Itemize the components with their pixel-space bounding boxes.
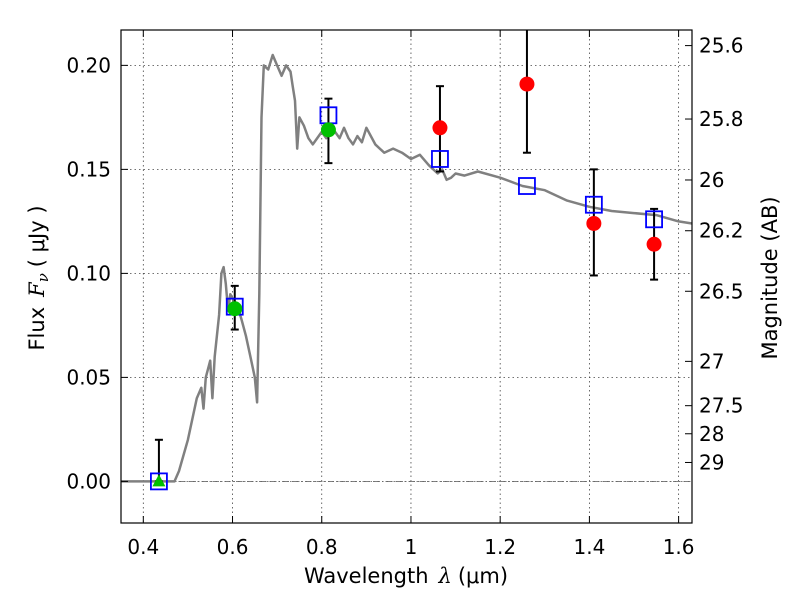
- data-markers: [150, 76, 663, 491]
- model-point-square: [150, 472, 168, 491]
- y-tick-label: 0.00: [66, 469, 111, 493]
- magnitude-tick-label: 25.6: [699, 34, 744, 58]
- y-tick-label: 0.10: [66, 261, 111, 285]
- detection-point: [646, 236, 662, 252]
- detection-point: [227, 301, 243, 317]
- x-tick-label: 0.4: [127, 535, 159, 559]
- y-tick-label: 0.20: [66, 53, 111, 77]
- x-tick-label: 1.2: [484, 535, 516, 559]
- detection-point: [586, 215, 602, 231]
- model-point-square: [645, 210, 663, 229]
- plot-frame: [120, 29, 693, 524]
- magnitude-tick-label: 27.5: [699, 394, 744, 418]
- spectrum-line: [121, 53, 693, 483]
- magnitude-tick-label: 26.5: [699, 279, 744, 303]
- x-ticks: 0.4 0.6 0.8 1 1.2 1.4 1.6: [127, 30, 695, 559]
- magnitude-axis-title: Magnitude (AB): [758, 196, 782, 359]
- magnitude-tick-label: 29: [699, 450, 724, 474]
- x-axis-title: Wavelength λ (μm): [304, 564, 508, 588]
- model-spectrum: [121, 53, 693, 483]
- grid: [121, 30, 692, 523]
- model-point-square: [584, 195, 603, 214]
- x-tick-label: 1: [405, 535, 418, 559]
- y-axis-title: FluxFν( μJy ): [25, 205, 52, 350]
- magnitude-tick-label: 28: [699, 422, 724, 446]
- y-tick-label: 0.15: [66, 157, 111, 181]
- magnitude-tick-label: 26: [699, 168, 724, 192]
- detection-point: [432, 120, 448, 136]
- x-tick-label: 1.4: [573, 535, 605, 559]
- y-tick-label: 0.05: [66, 365, 111, 389]
- x-tick-label: 0.6: [217, 535, 249, 559]
- model-point-square: [431, 150, 449, 168]
- model-point-square: [518, 177, 536, 195]
- detection-point: [320, 122, 336, 138]
- y-ticks: 0.00 0.05 0.10 0.15 0.20: [66, 53, 128, 493]
- x-tick-label: 1.6: [663, 535, 695, 559]
- magnitude-tick-label: 25.8: [699, 107, 744, 131]
- magnitude-tick-label: 26.2: [699, 219, 744, 243]
- upper-limit-triangle: [152, 474, 166, 487]
- magnitude-tick-label: 27: [699, 349, 724, 373]
- x-tick-label: 0.8: [306, 535, 338, 559]
- magnitude-ticks: 25.6 25.8 26 26.2 26.5 27 27.5 28 29: [685, 34, 744, 474]
- error-bars: [154, 30, 659, 483]
- detection-point: [519, 76, 535, 92]
